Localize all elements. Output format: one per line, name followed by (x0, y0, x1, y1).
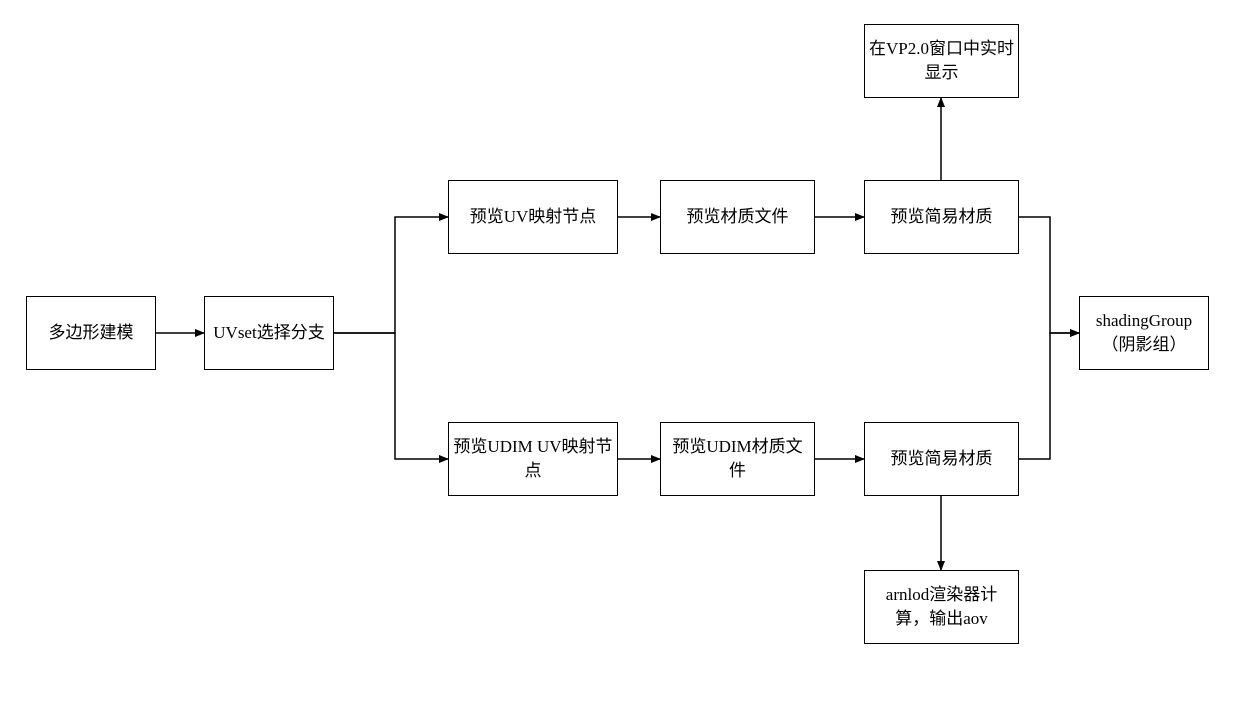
flowchart-node-n5: 预览简易材质 (864, 180, 1019, 254)
flowchart-node-n7: 预览UDIM UV映射节点 (448, 422, 618, 496)
edge-layer (0, 0, 1240, 707)
flowchart-node-n10: arnlod渲染器计算，输出aov (864, 570, 1019, 644)
flowchart-node-n3: 预览UV映射节点 (448, 180, 618, 254)
edge-e3 (334, 333, 448, 459)
flowchart-node-n11: shadingGroup（阴影组） (1079, 296, 1209, 370)
flowchart-node-n9: 预览简易材质 (864, 422, 1019, 496)
flowchart-node-n4: 预览材质文件 (660, 180, 815, 254)
flowchart-node-n6: 在VP2.0窗口中实时显示 (864, 24, 1019, 98)
flowchart-node-n2: UVset选择分支 (204, 296, 334, 370)
edge-e11 (1019, 333, 1079, 459)
flowchart-node-n8: 预览UDIM材质文件 (660, 422, 815, 496)
edge-e2 (334, 217, 448, 333)
edge-e7 (1019, 217, 1079, 333)
flowchart-node-n1: 多边形建模 (26, 296, 156, 370)
